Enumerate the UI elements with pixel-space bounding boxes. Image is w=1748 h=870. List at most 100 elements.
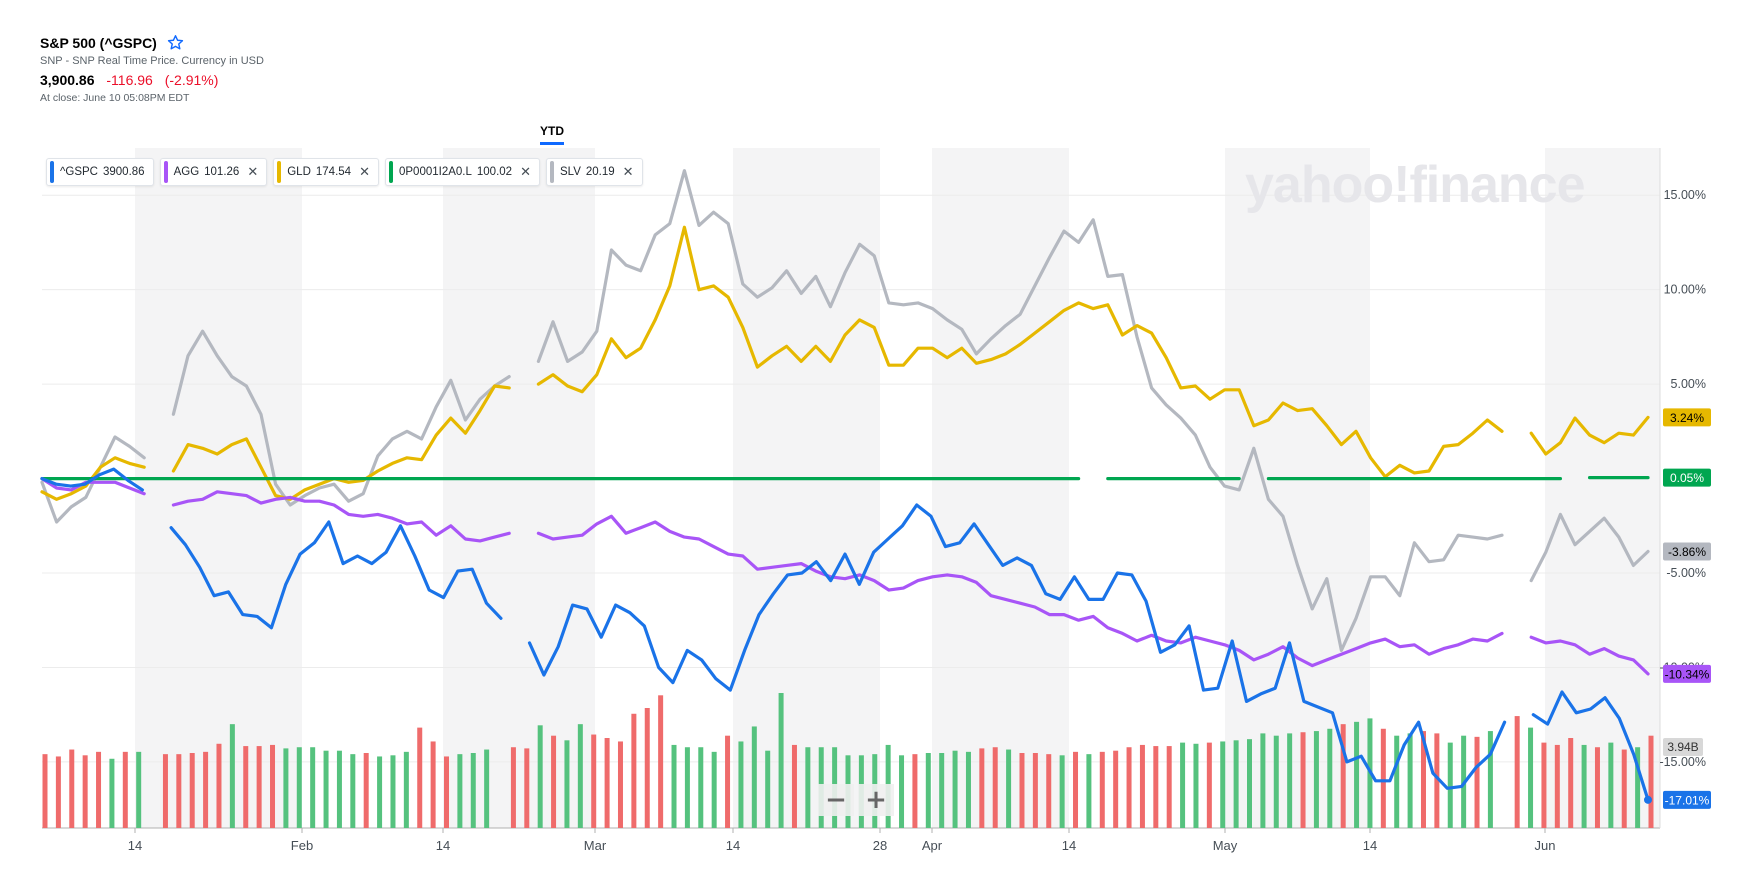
volume-bar	[1313, 731, 1319, 828]
volume-bar	[751, 726, 757, 828]
series-line	[171, 490, 511, 543]
quote-subtitle: SNP - SNP Real Time Price. Currency in U…	[40, 55, 264, 67]
legend-symbol: ^GSPC	[60, 166, 98, 178]
volume-bar	[765, 750, 771, 828]
series-line	[536, 514, 1504, 668]
x-tick-label: May	[1213, 838, 1238, 853]
volume-bar	[417, 727, 423, 828]
volume-bar	[617, 741, 623, 828]
volume-bar	[537, 725, 543, 828]
quote-change-pct: (-2.91%)	[164, 72, 219, 88]
legend-chip[interactable]: AGG 101.26 ✕	[159, 158, 268, 186]
volume-bar	[510, 747, 516, 828]
volume-bar	[1594, 747, 1600, 828]
series-line	[40, 456, 146, 501]
volume-badge	[1663, 738, 1703, 756]
volume-bar	[82, 755, 88, 828]
volume-bar	[42, 754, 48, 828]
volume-bar	[1568, 738, 1574, 828]
legend-value: 3900.86	[103, 166, 145, 178]
y-tick-label: -5.00%	[1666, 566, 1706, 580]
volume-bar	[296, 747, 302, 828]
month-band	[932, 148, 1069, 828]
x-tick-label: 14	[726, 838, 740, 853]
series-line	[171, 384, 511, 501]
volume-bar	[1180, 742, 1186, 828]
volume-bar	[109, 758, 115, 828]
volume-bar	[403, 751, 409, 828]
legend-symbol: AGG	[173, 166, 200, 178]
volume-bar	[952, 750, 958, 828]
remove-comparison-icon[interactable]: ✕	[622, 164, 634, 179]
end-value-label: -17.01%	[1665, 793, 1710, 807]
volume-bar	[390, 755, 396, 828]
legend-color-swatch	[388, 161, 393, 183]
remove-comparison-icon[interactable]: ✕	[359, 164, 370, 179]
end-value-label: -3.86%	[1668, 545, 1706, 559]
legend-chip[interactable]: 0P0001I2A0.L 100.02 ✕	[384, 158, 540, 186]
y-tick-label: -15.00%	[1659, 755, 1706, 769]
remove-comparison-icon[interactable]: ✕	[520, 164, 531, 179]
y-tick-label: 10.00%	[1664, 283, 1706, 297]
volume-bar	[1447, 742, 1453, 828]
volume-bar	[564, 740, 570, 828]
volume-bar	[229, 724, 235, 828]
zoom-out-button[interactable]: −	[818, 784, 854, 816]
legend-chip[interactable]: SLV 20.19 ✕	[545, 158, 643, 186]
series-line	[1531, 690, 1650, 802]
volume-bar	[1581, 744, 1587, 828]
end-value-badge	[1663, 408, 1711, 427]
legend-chip[interactable]: ^GSPC 3900.86	[46, 158, 154, 186]
tab-ytd[interactable]: YTD	[540, 124, 564, 145]
x-tick-label: 14	[436, 838, 450, 853]
close-time: At close: June 10 05:08PM EDT	[40, 92, 190, 104]
month-band	[1225, 148, 1370, 828]
zoom-in-button[interactable]: +	[858, 784, 894, 816]
volume-bar	[979, 748, 985, 828]
volume-bar	[1394, 735, 1400, 828]
volume-bar	[965, 751, 971, 828]
quote-change: -116.96	[106, 72, 153, 88]
volume-bar	[1086, 754, 1092, 828]
quote-title: S&P 500 (^GSPC)	[40, 34, 157, 51]
volume-bar	[778, 693, 784, 828]
volume-bar	[1006, 749, 1012, 828]
volume-bar	[925, 753, 931, 828]
volume-bar	[604, 738, 610, 828]
end-value-badge	[1663, 468, 1711, 487]
series-line	[536, 225, 1504, 479]
legend-color-swatch	[277, 161, 282, 183]
legend-chip[interactable]: GLD 174.54 ✕	[273, 158, 379, 186]
comparison-legend: ^GSPC 3900.86 AGG 101.26 ✕ GLD 174.54 ✕ 0P0001I2…	[46, 158, 643, 186]
series-line	[171, 329, 511, 507]
volume-bar	[711, 751, 717, 828]
volume-bar	[671, 744, 677, 828]
volume-bar	[644, 708, 650, 828]
remove-comparison-icon[interactable]: ✕	[247, 164, 259, 179]
volume-bar	[992, 747, 998, 828]
legend-value: 101.26	[204, 166, 240, 178]
volume-bar	[270, 744, 276, 828]
volume-bar	[1354, 721, 1360, 828]
star-icon[interactable]	[167, 34, 184, 51]
volume-bar	[1380, 728, 1386, 828]
month-band	[135, 148, 302, 828]
volume-bar	[551, 735, 557, 828]
series-line	[1529, 635, 1650, 676]
quote-header: S&P 500 (^GSPC) SNP - SNP Real Time Pric…	[40, 34, 264, 105]
quote-price: 3,900.86	[40, 72, 95, 88]
x-tick-label: Mar	[584, 838, 607, 853]
volume-bar	[1420, 731, 1426, 828]
volume-bar	[1608, 742, 1614, 828]
volume-bar	[658, 695, 664, 828]
volume-bar	[336, 750, 342, 828]
volume-bar	[444, 756, 449, 828]
x-tick-label: 28	[873, 838, 887, 853]
volume-bar	[189, 753, 195, 828]
y-tick-label: 5.00%	[1671, 377, 1706, 391]
volume-label: 3.94B	[1667, 740, 1698, 754]
end-value-label: 3.24%	[1670, 411, 1704, 425]
volume-bar	[1260, 733, 1266, 828]
legend-value: 174.54	[315, 166, 352, 178]
